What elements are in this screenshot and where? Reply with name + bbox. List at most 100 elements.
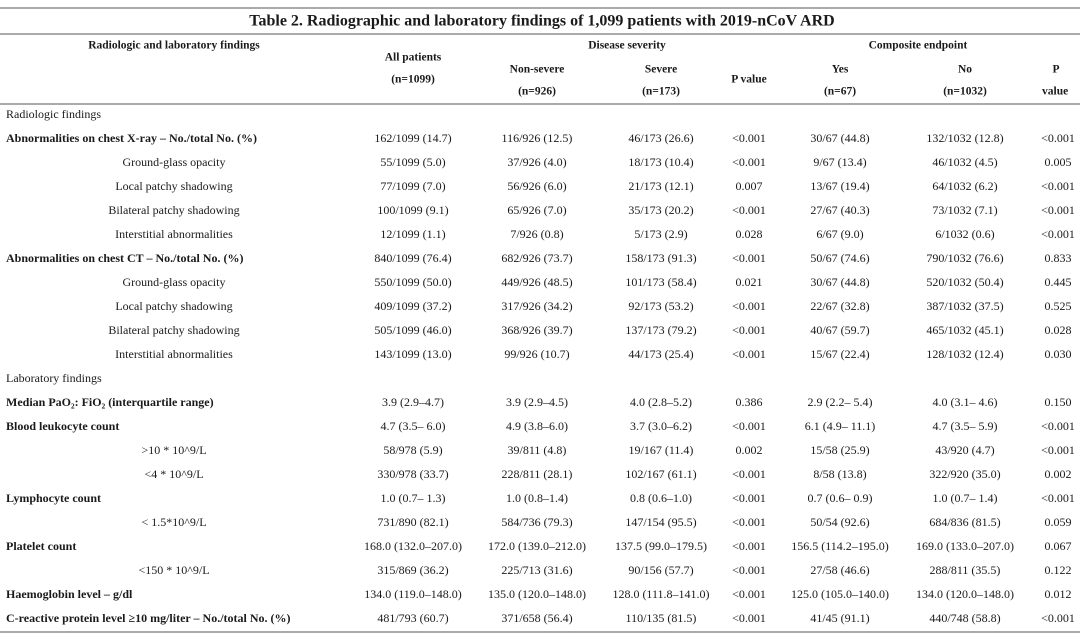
cell: <0.001 <box>1041 611 1075 625</box>
cell: 0.445 <box>1045 275 1072 289</box>
cell: 315/869 (36.2) <box>377 563 448 577</box>
cell: 116/926 (12.5) <box>502 131 573 145</box>
cell: 3.9 (2.9–4.7) <box>382 395 444 409</box>
row-label: Ground-glass opacity <box>123 155 226 169</box>
cell: 5/173 (2.9) <box>634 227 687 241</box>
cell: 465/1032 (45.1) <box>926 323 1003 337</box>
row-label: Median PaO₂: FiO₂ (interquartile range) <box>6 395 214 409</box>
cell: 0.030 <box>1045 347 1072 361</box>
cell: 128.0 (111.8–141.0) <box>612 587 709 601</box>
cell: 27/67 (40.3) <box>810 203 869 217</box>
cell: <0.001 <box>1041 179 1075 193</box>
cell: 4.7 (3.5– 5.9) <box>933 419 998 433</box>
cell: <0.001 <box>732 587 766 601</box>
header-findings: Radiologic and laboratory findings <box>88 40 260 52</box>
cell: 65/926 (7.0) <box>507 203 566 217</box>
row-label: Lymphocyte count <box>6 491 101 505</box>
cell: 317/926 (34.2) <box>501 299 572 313</box>
cell: <0.001 <box>732 563 766 577</box>
cell: 409/1099 (37.2) <box>374 299 451 313</box>
cell: 56/926 (6.0) <box>507 179 566 193</box>
cell: 64/1032 (6.2) <box>932 179 997 193</box>
cell: 169.0 (133.0–207.0) <box>916 539 1014 553</box>
cell: 4.7 (3.5– 6.0) <box>381 419 446 433</box>
header-yes: Yes <box>832 64 849 76</box>
row-label: Local patchy shadowing <box>115 179 232 193</box>
header-all: All patients <box>385 52 442 64</box>
cell: <0.001 <box>732 299 766 313</box>
row-label: Blood leukocyte count <box>6 419 119 433</box>
cell: 90/156 (57.7) <box>628 563 693 577</box>
cell: 7/926 (0.8) <box>510 227 563 241</box>
header-composite: Composite endpoint <box>869 40 968 52</box>
cell: 137/173 (79.2) <box>625 323 696 337</box>
cell: 22/67 (32.8) <box>810 299 869 313</box>
header-all-n: (n=1099) <box>391 74 435 86</box>
cell: 731/890 (82.1) <box>377 515 448 529</box>
cell: 37/926 (4.0) <box>507 155 566 169</box>
cell: 39/811 (4.8) <box>508 443 567 457</box>
cell: 1.0 (0.7– 1.4) <box>933 491 998 505</box>
cell: 550/1099 (50.0) <box>374 275 451 289</box>
cell: 0.007 <box>736 179 763 193</box>
cell: 684/836 (81.5) <box>929 515 1000 529</box>
cell: 55/1099 (5.0) <box>380 155 445 169</box>
cell: 505/1099 (46.0) <box>374 323 451 337</box>
cell: 371/658 (56.4) <box>501 611 572 625</box>
header-no: No <box>958 64 972 76</box>
cell: 27/58 (46.6) <box>810 563 869 577</box>
cell: 4.0 (3.1– 4.6) <box>933 395 998 409</box>
cell: 0.833 <box>1045 251 1072 265</box>
cell: 125.0 (105.0–140.0) <box>791 587 889 601</box>
cell: 0.122 <box>1045 563 1072 577</box>
cell: 0.7 (0.6– 0.9) <box>808 491 873 505</box>
cell: <0.001 <box>732 323 766 337</box>
cell: 102/167 (61.1) <box>625 467 696 481</box>
cell: 3.9 (2.9–4.5) <box>506 395 568 409</box>
cell: 449/926 (48.5) <box>501 275 572 289</box>
row-label: Local patchy shadowing <box>115 299 232 313</box>
cell: 288/811 (35.5) <box>930 563 1001 577</box>
cell: <0.001 <box>1041 227 1075 241</box>
cell: 0.8 (0.6–1.0) <box>630 491 692 505</box>
cell: 77/1099 (7.0) <box>380 179 445 193</box>
cell: 13/67 (19.4) <box>810 179 869 193</box>
cell: 0.002 <box>736 443 763 457</box>
cell: <0.001 <box>732 347 766 361</box>
row-label: Platelet count <box>6 539 76 553</box>
cell: 135.0 (120.0–148.0) <box>488 587 586 601</box>
cell: <0.001 <box>732 467 766 481</box>
cell: 4.0 (2.8–5.2) <box>630 395 692 409</box>
cell: 137.5 (99.0–179.5) <box>615 539 707 553</box>
cell: 147/154 (95.5) <box>625 515 696 529</box>
cell: 0.021 <box>736 275 763 289</box>
table-title: Table 2. Radiographic and laboratory fin… <box>249 13 834 30</box>
row-label: Haemoglobin level – g/dl <box>6 587 133 601</box>
cell: <0.001 <box>732 203 766 217</box>
cell: 1.0 (0.7– 1.3) <box>381 491 446 505</box>
cell: 1.0 (0.8–1.4) <box>506 491 568 505</box>
cell: 330/978 (33.7) <box>377 467 448 481</box>
cell: <0.001 <box>732 131 766 145</box>
header-p-value: P value <box>731 74 766 86</box>
cell: <0.001 <box>1041 491 1075 505</box>
cell: 0.005 <box>1045 155 1072 169</box>
cell: 40/67 (59.7) <box>810 323 869 337</box>
cell: 30/67 (44.8) <box>810 275 869 289</box>
cell: 228/811 (28.1) <box>502 467 573 481</box>
row-label: Ground-glass opacity <box>123 275 226 289</box>
cell: 46/173 (26.6) <box>628 131 693 145</box>
cell: 168.0 (132.0–207.0) <box>364 539 462 553</box>
row-label: >10 * 10^9/L <box>141 443 206 457</box>
cell: <0.001 <box>732 515 766 529</box>
cell: 143/1099 (13.0) <box>374 347 451 361</box>
cell: 3.7 (3.0–6.2) <box>630 419 692 433</box>
cell: 73/1032 (7.1) <box>932 203 997 217</box>
row-label: <4 * 10^9/L <box>144 467 203 481</box>
cell: 8/58 (13.8) <box>813 467 866 481</box>
cell: 162/1099 (14.7) <box>374 131 451 145</box>
cell: 134.0 (119.0–148.0) <box>364 587 462 601</box>
header-p: P <box>1052 64 1059 76</box>
cell: 110/135 (81.5) <box>626 611 697 625</box>
